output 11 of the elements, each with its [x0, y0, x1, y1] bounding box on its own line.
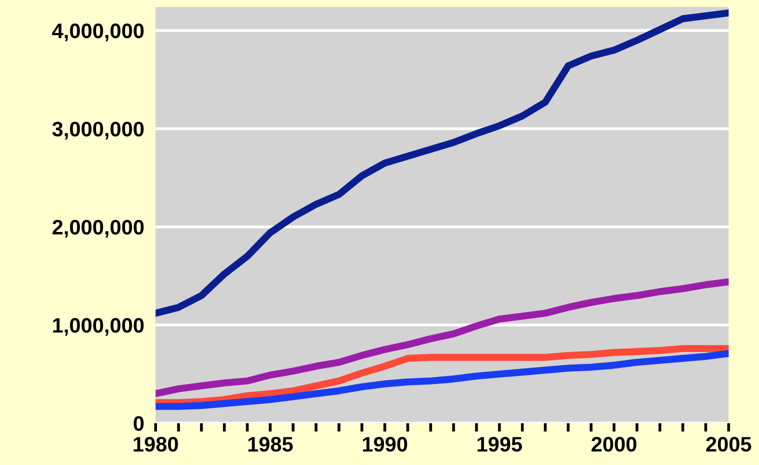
x-tick-label: 1985	[248, 436, 293, 452]
y-tick-label: 3,000,000	[52, 122, 144, 140]
x-tick-label: 2000	[592, 436, 636, 452]
x-tick-label: 1980	[134, 436, 178, 452]
x-tick-label: 2005	[706, 436, 752, 452]
y-tick-label: 4,000,000	[52, 24, 144, 42]
y-tick-label: 2,000,000	[52, 220, 144, 238]
x-tick-label: 1995	[478, 436, 522, 452]
y-tick-label: 1,000,000	[53, 318, 144, 336]
y-tick-label: 0	[134, 416, 144, 431]
x-tick-label: 1990	[362, 436, 408, 452]
